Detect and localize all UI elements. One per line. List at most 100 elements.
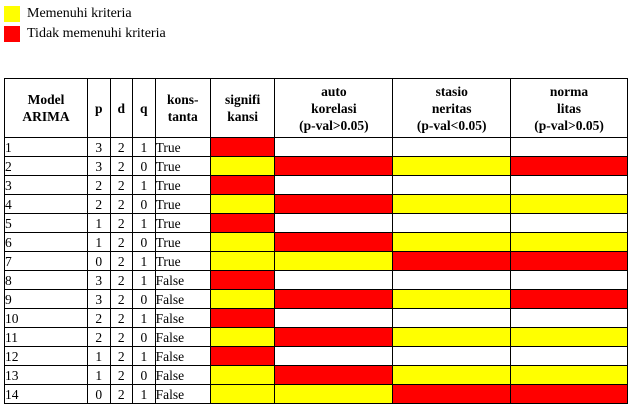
model-cell: 14 <box>4 384 88 404</box>
q-cell: 1 <box>132 384 156 404</box>
konstanta-cell: False <box>154 327 211 347</box>
stasioneritas-cell <box>392 156 512 176</box>
p-cell: 2 <box>86 308 111 328</box>
signifikansi-cell <box>209 270 276 290</box>
signifikansi-cell <box>209 308 276 328</box>
table-row: 8 3 2 1 False <box>4 270 628 290</box>
autokorelasi-cell <box>274 213 394 233</box>
model-cell: 3 <box>4 175 88 195</box>
header-stasioneritas: stasio neritas (p-val<0.05) <box>392 78 512 138</box>
signifikansi-cell <box>209 194 276 214</box>
legend: Memenuhi kriteria Tidak memenuhi kriteri… <box>4 4 166 44</box>
q-cell: 1 <box>132 137 156 157</box>
normalitas-cell <box>510 308 628 328</box>
model-cell: 4 <box>4 194 88 214</box>
p-cell: 1 <box>86 232 111 252</box>
q-cell: 0 <box>132 194 156 214</box>
autokorelasi-cell <box>274 365 394 385</box>
konstanta-cell: False <box>154 308 211 328</box>
normalitas-cell <box>510 289 628 309</box>
autokorelasi-cell <box>274 194 394 214</box>
p-cell: 0 <box>86 384 111 404</box>
konstanta-cell: False <box>154 289 211 309</box>
q-cell: 1 <box>132 308 156 328</box>
stasioneritas-cell <box>392 346 512 366</box>
model-cell: 6 <box>4 232 88 252</box>
legend-label: Memenuhi kriteria <box>27 6 132 21</box>
normalitas-cell <box>510 232 628 252</box>
model-cell: 2 <box>4 156 88 176</box>
model-cell: 7 <box>4 251 88 271</box>
signifikansi-cell <box>209 346 276 366</box>
header-d: d <box>109 78 134 138</box>
autokorelasi-cell <box>274 232 394 252</box>
d-cell: 2 <box>109 384 134 404</box>
stasioneritas-cell <box>392 251 512 271</box>
table-row: 9 3 2 0 False <box>4 289 628 309</box>
normalitas-cell <box>510 213 628 233</box>
model-cell: 10 <box>4 308 88 328</box>
d-cell: 2 <box>109 270 134 290</box>
model-cell: 12 <box>4 346 88 366</box>
model-cell: 11 <box>4 327 88 347</box>
p-cell: 0 <box>86 251 111 271</box>
header-p: p <box>86 78 111 138</box>
p-cell: 2 <box>86 194 111 214</box>
arima-criteria-table: Model ARIMA p d q kons-tanta signifi kansi… <box>4 78 628 404</box>
header-q: q <box>132 78 156 138</box>
stasioneritas-cell <box>392 137 512 157</box>
q-cell: 1 <box>132 251 156 271</box>
normalitas-cell <box>510 346 628 366</box>
normalitas-cell <box>510 365 628 385</box>
stasioneritas-cell <box>392 289 512 309</box>
legend-swatch-yellow <box>4 6 20 22</box>
konstanta-cell: True <box>154 137 211 157</box>
header-normalitas: norma litas (p-val>0.05) <box>510 78 628 138</box>
table-body: 1 3 2 1 True 2 3 2 0 True 3 2 2 1 True 4 2 2 0 True 5 1 2 1 True… <box>4 137 628 404</box>
signifikansi-cell <box>209 213 276 233</box>
d-cell: 2 <box>109 365 134 385</box>
stasioneritas-cell <box>392 384 512 404</box>
autokorelasi-cell <box>274 289 394 309</box>
p-cell: 3 <box>86 270 111 290</box>
q-cell: 1 <box>132 346 156 366</box>
normalitas-cell <box>510 194 628 214</box>
stasioneritas-cell <box>392 327 512 347</box>
p-cell: 2 <box>86 175 111 195</box>
d-cell: 2 <box>109 175 134 195</box>
q-cell: 0 <box>132 289 156 309</box>
signifikansi-cell <box>209 175 276 195</box>
d-cell: 2 <box>109 251 134 271</box>
d-cell: 2 <box>109 232 134 252</box>
table-row: 12 1 2 1 False <box>4 346 628 366</box>
table-row: 14 0 2 1 False <box>4 384 628 404</box>
model-cell: 8 <box>4 270 88 290</box>
table-row: 7 0 2 1 True <box>4 251 628 271</box>
p-cell: 3 <box>86 137 111 157</box>
header-signifikansi: signifi kansi <box>209 78 276 138</box>
q-cell: 0 <box>132 365 156 385</box>
d-cell: 2 <box>109 327 134 347</box>
normalitas-cell <box>510 327 628 347</box>
model-cell: 9 <box>4 289 88 309</box>
d-cell: 2 <box>109 346 134 366</box>
table-row: 3 2 2 1 True <box>4 175 628 195</box>
autokorelasi-cell <box>274 137 394 157</box>
p-cell: 2 <box>86 327 111 347</box>
q-cell: 0 <box>132 327 156 347</box>
legend-swatch-red <box>4 26 20 42</box>
signifikansi-cell <box>209 384 276 404</box>
header-model: Model ARIMA <box>4 78 88 138</box>
header-autokorelasi: auto korelasi (p-val>0.05) <box>274 78 394 138</box>
stasioneritas-cell <box>392 194 512 214</box>
p-cell: 1 <box>86 365 111 385</box>
header-row: Model ARIMA p d q kons-tanta signifi kansi… <box>4 78 628 138</box>
header-konstanta: kons-tanta <box>154 78 211 138</box>
table-row: 11 2 2 0 False <box>4 327 628 347</box>
p-cell: 3 <box>86 156 111 176</box>
p-cell: 1 <box>86 213 111 233</box>
signifikansi-cell <box>209 289 276 309</box>
normalitas-cell <box>510 384 628 404</box>
konstanta-cell: False <box>154 270 211 290</box>
normalitas-cell <box>510 270 628 290</box>
